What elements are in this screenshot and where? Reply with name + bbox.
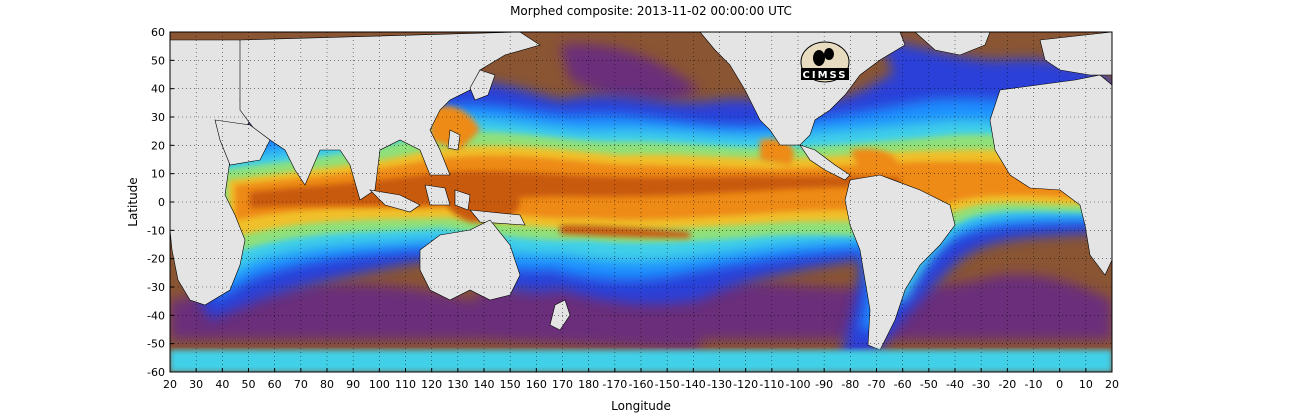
y-tick-label: -30 bbox=[147, 281, 165, 294]
x-tick-label: -90 bbox=[815, 378, 833, 391]
y-tick-label: -40 bbox=[147, 309, 165, 322]
y-tick-label: -50 bbox=[147, 338, 165, 351]
y-axis-label: Latitude bbox=[126, 177, 140, 226]
x-tick-label: -140 bbox=[681, 378, 706, 391]
x-tick-label: 160 bbox=[526, 378, 547, 391]
x-tick-label: 60 bbox=[268, 378, 282, 391]
x-axis-label: Longitude bbox=[611, 399, 671, 413]
x-tick-label: 100 bbox=[369, 378, 390, 391]
y-tick-label: 0 bbox=[158, 196, 165, 209]
lat-lon-grid bbox=[170, 32, 1112, 372]
x-tick-label: 50 bbox=[242, 378, 256, 391]
x-tick-label: -110 bbox=[759, 378, 784, 391]
x-tick-label: -120 bbox=[733, 378, 758, 391]
x-tick-label: 70 bbox=[294, 378, 308, 391]
x-tick-label: -160 bbox=[629, 378, 654, 391]
x-axis-ticks: 20 30 40 50 60 70 80 90 100 110 120 130 140 150 160 170… bbox=[163, 368, 1119, 391]
x-tick-label: 30 bbox=[189, 378, 203, 391]
x-tick-label: 0 bbox=[1056, 378, 1063, 391]
x-tick-label: 170 bbox=[552, 378, 573, 391]
x-tick-label: 130 bbox=[447, 378, 468, 391]
y-tick-label: 10 bbox=[151, 168, 165, 181]
y-axis-ticks: 60 50 40 30 20 10 0 -10 -20 -30 -40 -50 -60 bbox=[147, 26, 174, 379]
x-tick-label: 140 bbox=[474, 378, 495, 391]
x-tick-label: -20 bbox=[998, 378, 1016, 391]
x-tick-label: 10 bbox=[1079, 378, 1093, 391]
x-tick-label: 120 bbox=[421, 378, 442, 391]
moist-band-max bbox=[250, 171, 900, 238]
x-tick-label: 20 bbox=[163, 378, 177, 391]
cimss-logo-icon: CIMSS bbox=[800, 41, 850, 83]
x-tick-label: 40 bbox=[215, 378, 229, 391]
map-title: Morphed composite: 2013-11-02 00:00:00 U… bbox=[510, 4, 792, 18]
y-tick-label: -60 bbox=[147, 366, 165, 379]
x-tick-label: -30 bbox=[972, 378, 990, 391]
y-tick-label: -20 bbox=[147, 253, 165, 266]
y-tick-label: -10 bbox=[147, 224, 165, 237]
x-tick-label: -40 bbox=[946, 378, 964, 391]
x-tick-label: -70 bbox=[868, 378, 886, 391]
x-tick-label: -10 bbox=[1025, 378, 1043, 391]
y-tick-label: 40 bbox=[151, 83, 165, 96]
x-tick-label: 80 bbox=[320, 378, 334, 391]
y-tick-label: 30 bbox=[151, 111, 165, 124]
x-tick-label: -50 bbox=[920, 378, 938, 391]
y-tick-label: 50 bbox=[151, 54, 165, 67]
x-tick-label: -80 bbox=[841, 378, 859, 391]
cimss-logo-text: CIMSS bbox=[803, 70, 848, 81]
cimss-logo: CIMSS bbox=[797, 40, 853, 86]
x-tick-label: -130 bbox=[707, 378, 732, 391]
x-tick-label: -170 bbox=[602, 378, 627, 391]
x-tick-label: 90 bbox=[346, 378, 360, 391]
x-tick-label: 180 bbox=[578, 378, 599, 391]
y-tick-label: 20 bbox=[151, 139, 165, 152]
x-tick-label: -60 bbox=[894, 378, 912, 391]
y-tick-label: 60 bbox=[151, 26, 165, 39]
x-tick-label: -150 bbox=[655, 378, 680, 391]
x-tick-label: 20 bbox=[1105, 378, 1119, 391]
x-tick-label: 150 bbox=[500, 378, 521, 391]
x-tick-label: 110 bbox=[395, 378, 416, 391]
x-tick-label: -100 bbox=[786, 378, 811, 391]
